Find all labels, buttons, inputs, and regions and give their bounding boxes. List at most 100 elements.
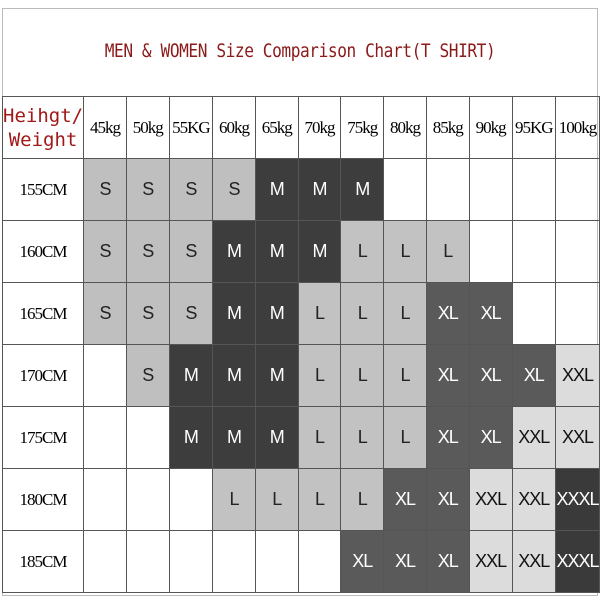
size-cell-m: M [254,220,299,283]
table-row: 155CM S S S S M M M [1,158,600,221]
size-cell-l: L [340,282,385,345]
size-cell-l: L [212,468,256,531]
table-row: 160CM S S S M M M L L L [1,220,600,283]
size-cell-l: L [340,220,385,283]
size-cell-m: M [254,158,299,221]
weight-header: 60kg [212,96,256,159]
empty-cell [555,158,600,221]
size-cell-m: M [340,158,385,221]
size-cell-l: L [340,406,385,469]
size-cell-l: L [383,282,427,345]
empty-cell [511,158,557,221]
size-cell-m: M [297,220,342,283]
size-cell-s: S [83,282,127,345]
size-cell-m: M [168,344,214,407]
corner-height-label: Heihgt/ [3,104,84,127]
size-cell-m: M [212,282,256,345]
size-cell-s: S [168,282,214,345]
size-cell-xl: XL [340,530,385,593]
size-cell-xl: XL [468,344,513,407]
size-cell-l: L [340,468,385,531]
table-row: 175CM M M M L L L XL XL XXL XXL [1,406,600,469]
empty-cell [168,468,214,531]
empty-cell [383,158,427,221]
empty-cell [168,530,214,593]
size-table: Heihgt/ Weight 45kg 50kg 55KG 60kg 65kg 70kg 7… [1,96,600,593]
size-cell-xl: XL [383,530,427,593]
size-cell-xl: XL [425,468,470,531]
empty-cell [212,530,256,593]
weight-header: 65kg [254,96,299,159]
size-cell-xl: XL [425,406,470,469]
empty-cell [468,220,513,283]
size-cell-s: S [168,158,214,221]
weight-header: 50kg [125,96,170,159]
empty-cell [83,344,127,407]
weight-header: 80kg [383,96,427,159]
size-cell-s: S [125,158,170,221]
size-cell-xl: XL [425,282,470,345]
size-cell-xxl: XXL [555,344,600,407]
size-cell-m: M [297,158,342,221]
table-row: 185CM XL XL XL XXL XXL XXXL [1,530,600,593]
height-label: 180CM [1,468,85,531]
size-cell-xxl: XXL [468,530,513,593]
weight-header: 95KG [511,96,557,159]
size-cell-xl: XL [383,468,427,531]
table-row: 180CM L L L L XL XL XXL XXL XXXL [1,468,600,531]
weight-header: 45kg [83,96,127,159]
empty-cell [468,158,513,221]
empty-cell [83,406,127,469]
size-cell-xxl: XXL [511,468,557,531]
corner-weight-label: Weight [8,128,78,151]
size-cell-xxl: XXL [511,530,557,593]
weight-header: 70kg [297,96,342,159]
height-label: 185CM [1,530,85,593]
empty-cell [297,530,342,593]
empty-cell [425,158,470,221]
size-cell-l: L [297,406,342,469]
weight-header: 100kg [555,96,600,159]
empty-cell [125,468,170,531]
size-cell-s: S [125,344,170,407]
height-label: 155CM [1,158,85,221]
size-cell-xxxl: XXXL [555,468,600,531]
chart-title: MEN & WOMEN Size Comparison Chart(T SHIR… [104,40,496,62]
size-cell-l: L [297,282,342,345]
size-cell-s: S [125,220,170,283]
corner-header: Heihgt/ Weight [1,96,85,159]
size-cell-m: M [254,282,299,345]
size-cell-s: S [212,158,256,221]
size-cell-xxl: XXL [555,406,600,469]
size-cell-m: M [212,220,256,283]
table-row: 165CM S S S M M L L L XL XL [1,282,600,345]
size-cell-s: S [83,158,127,221]
height-label: 170CM [1,344,85,407]
size-cell-m: M [212,344,256,407]
size-cell-s: S [125,282,170,345]
height-label: 175CM [1,406,85,469]
size-cell-s: S [168,220,214,283]
size-cell-m: M [254,344,299,407]
weight-header: 90kg [468,96,513,159]
size-cell-s: S [83,220,127,283]
size-cell-xxxl: XXXL [555,530,600,593]
empty-cell [511,282,557,345]
empty-cell [555,282,600,345]
empty-cell [125,530,170,593]
size-cell-xl: XL [425,530,470,593]
empty-cell [83,468,127,531]
size-cell-m: M [168,406,214,469]
size-cell-l: L [383,406,427,469]
size-cell-xxl: XXL [468,468,513,531]
weight-header: 85kg [425,96,470,159]
size-cell-l: L [254,468,299,531]
size-cell-xl: XL [511,344,557,407]
size-cell-xxl: XXL [511,406,557,469]
size-cell-l: L [297,344,342,407]
size-cell-m: M [254,406,299,469]
size-cell-xl: XL [468,406,513,469]
size-cell-l: L [383,220,427,283]
header-row: Heihgt/ Weight 45kg 50kg 55KG 60kg 65kg 70kg 7… [1,96,600,159]
size-cell-l: L [297,468,342,531]
